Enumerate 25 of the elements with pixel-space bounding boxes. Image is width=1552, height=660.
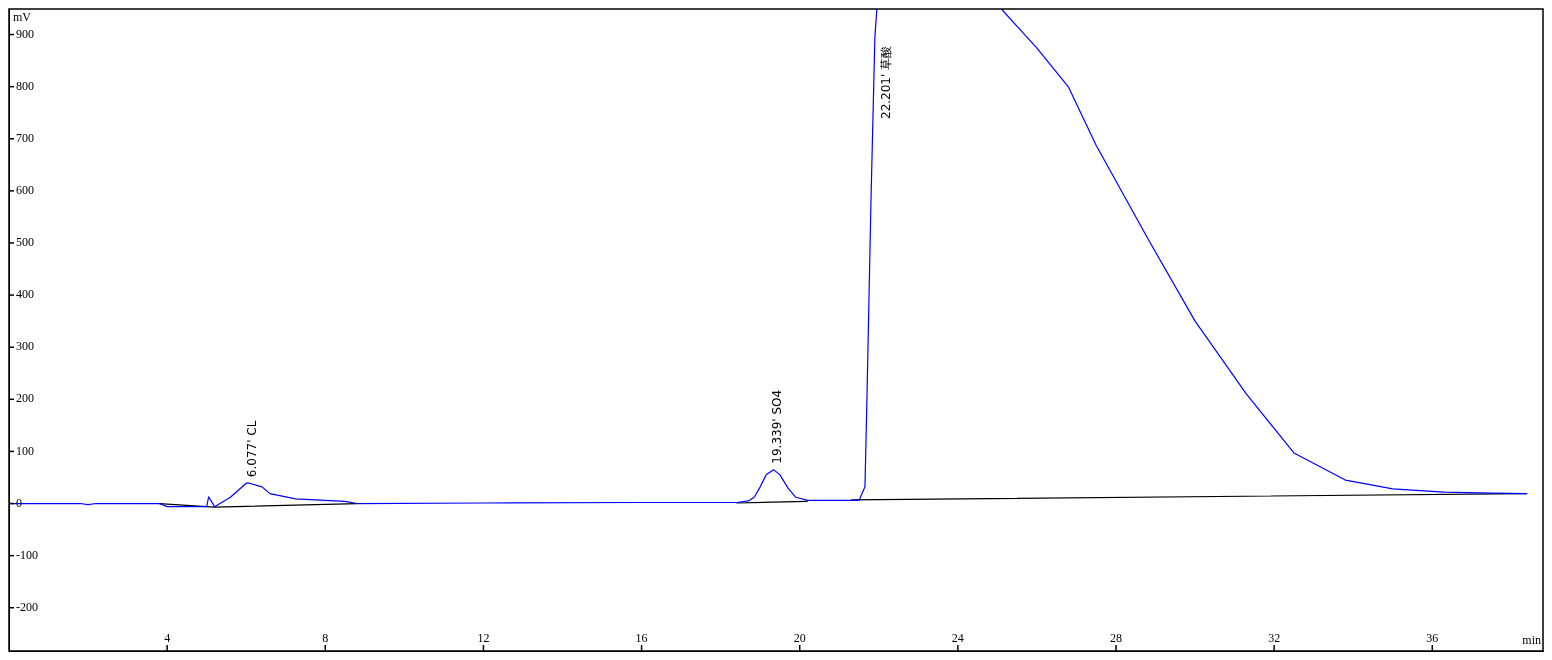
y-tick-label: -100	[16, 547, 38, 562]
y-tick-label: 800	[16, 78, 34, 93]
x-tick-label: 8	[322, 631, 329, 646]
y-tick-label: 700	[16, 130, 34, 145]
x-tick-label: 20	[793, 631, 806, 646]
y-tick-label: 500	[16, 235, 34, 250]
y-tick-label: 200	[16, 391, 34, 406]
x-tick-label: 36	[1426, 631, 1439, 646]
annotation: 22.201' 草酸	[878, 45, 893, 119]
y-tick-label: 300	[16, 339, 34, 354]
annotation: 19.339' SO4	[769, 389, 784, 464]
y-axis-title: mV	[13, 10, 32, 25]
y-tick-label: 900	[16, 26, 34, 41]
x-tick-label: 32	[1268, 631, 1281, 646]
y-tick-label: -200	[16, 599, 38, 614]
x-axis-title: min	[1522, 633, 1541, 648]
x-tick-label: 12	[477, 631, 490, 646]
x-tick-label: 28	[1110, 631, 1123, 646]
y-tick-label: 100	[16, 443, 34, 458]
y-tick-label: 600	[16, 183, 34, 198]
y-tick-label: 400	[16, 287, 34, 302]
annotation: 6.077' CL	[245, 420, 260, 478]
x-tick-label: 24	[951, 631, 964, 646]
x-tick-label: 16	[635, 631, 648, 646]
x-tick-label: 4	[164, 631, 171, 646]
